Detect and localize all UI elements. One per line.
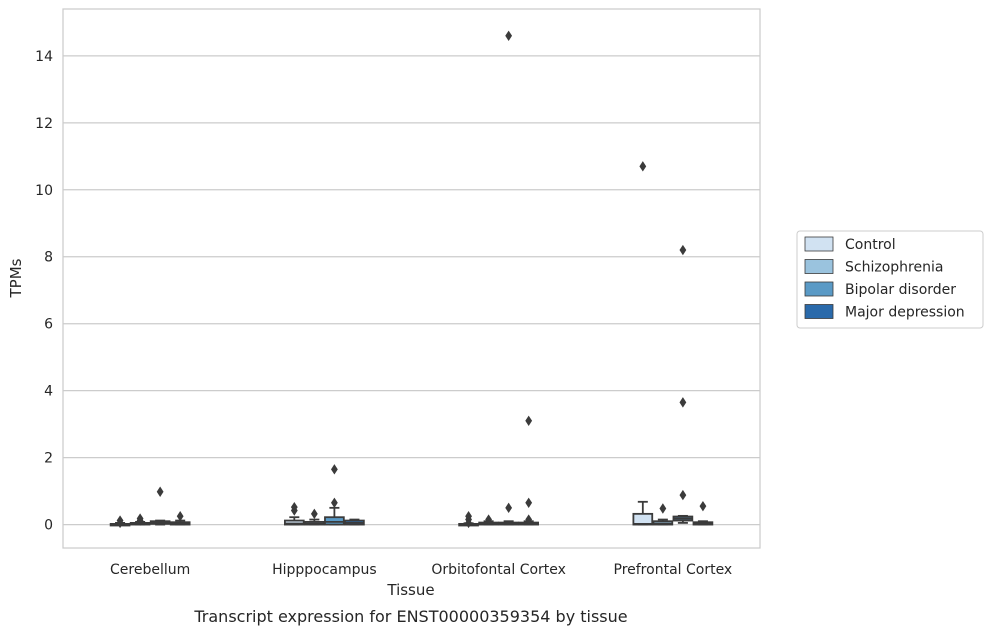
legend-label: Schizophrenia: [845, 260, 943, 276]
outlier-point: [505, 502, 513, 514]
outlier-point: [639, 161, 647, 172]
box-body: [283, 519, 305, 526]
box: [304, 518, 325, 526]
outlier-point: [699, 500, 707, 512]
outlier-point: [679, 489, 687, 501]
legend-label: Bipolar disorder: [845, 282, 956, 298]
box: [498, 520, 519, 526]
boxes: [109, 500, 714, 527]
outlier-point: [505, 30, 513, 41]
outlier-point: [156, 486, 164, 497]
y-tick-label: 14: [35, 49, 53, 65]
outlier-point: [330, 497, 338, 509]
y-tick-label: 2: [44, 451, 53, 467]
y-tick-label: 10: [35, 183, 53, 199]
outlier-point: [659, 503, 667, 514]
outlier-point: [525, 497, 533, 509]
box: [632, 500, 654, 526]
outlier-point: [679, 244, 687, 256]
y-axis-label: TPMs: [7, 258, 25, 298]
legend-swatch: [804, 304, 834, 319]
box: [324, 506, 345, 526]
legend-swatch: [804, 281, 834, 297]
x-axis-ticks: Cerebellum Hipppocampus Orbitofontal Corte…: [110, 562, 732, 578]
box: [692, 520, 714, 526]
outlier-point: [116, 517, 124, 529]
legend: Control Schizophrenia Bipolar disorder Majo…: [796, 230, 984, 329]
legend-swatch: [804, 259, 834, 274]
legend-frame: [796, 230, 984, 329]
legend-swatch: [804, 236, 834, 252]
outliers: [116, 30, 707, 529]
plot-area: [62, 8, 761, 549]
x-tick-label: Prefrontal Cortex: [614, 562, 733, 578]
x-tick-label: Cerebellum: [110, 562, 190, 578]
y-tick-label: 8: [44, 250, 53, 266]
x-axis-label: Tissue: [386, 581, 434, 599]
box: [652, 518, 674, 526]
box: [169, 519, 191, 526]
outlier-point: [136, 513, 144, 524]
outlier-point: [525, 514, 533, 525]
outlier-point: [176, 510, 184, 522]
outlier-point: [465, 510, 472, 522]
box: [672, 514, 694, 524]
box: [149, 519, 171, 526]
outlier-point: [485, 514, 493, 525]
y-axis-ticks: 0 2 4 6 8 10 12 14: [35, 49, 53, 534]
gridlines: [63, 55, 760, 526]
x-tick-label: Hipppocampus: [272, 562, 377, 578]
y-tick-label: 4: [44, 384, 53, 400]
legend-label: Major depression: [845, 305, 965, 321]
outlier-point: [290, 501, 298, 513]
legend-label: Control: [845, 237, 896, 253]
box-body: [324, 516, 345, 526]
chart-title: Transcript expression for ENST0000035935…: [193, 607, 627, 626]
y-tick-label: 0: [44, 518, 53, 534]
x-tick-label: Orbitofontal Cortex: [431, 562, 566, 578]
box: [283, 516, 305, 526]
box: [344, 518, 365, 526]
outlier-point: [525, 415, 533, 426]
outlier-point: [310, 508, 318, 520]
box-body: [632, 512, 654, 526]
y-tick-label: 12: [35, 116, 53, 132]
outlier-point: [679, 397, 687, 408]
y-tick-label: 6: [44, 317, 53, 333]
outlier-point: [330, 464, 338, 475]
